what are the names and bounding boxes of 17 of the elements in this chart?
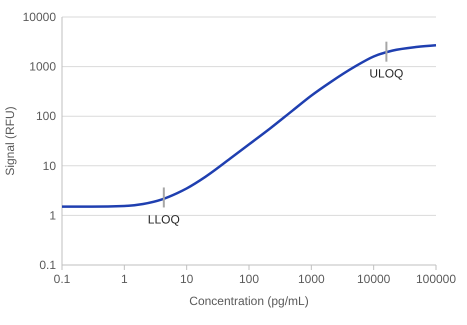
x-tick-label: 1	[120, 272, 128, 286]
annotation: LLOQ	[148, 212, 180, 226]
y-tick-label: 10000	[22, 10, 56, 24]
x-tick-label: 10000	[356, 272, 391, 286]
x-tick-label: 10	[180, 272, 194, 286]
y-tick-label: 100	[36, 109, 56, 124]
x-tick-label: 100	[238, 272, 260, 286]
x-tick-label: 100000	[416, 272, 456, 286]
y-tick-label: 0.1	[39, 258, 56, 272]
y-tick-label: 1000	[29, 60, 56, 74]
annotation: ULOQ	[369, 66, 404, 81]
y-tick-label: 10	[42, 158, 56, 173]
y-axis-title: Signal (RFU)	[3, 106, 17, 176]
x-axis-title: Concentration (pg/mL)	[189, 294, 309, 308]
x-tick-label: 0.1	[54, 272, 71, 286]
x-tick-label: 1000	[298, 272, 326, 286]
y-tick-label: 1	[49, 208, 56, 222]
